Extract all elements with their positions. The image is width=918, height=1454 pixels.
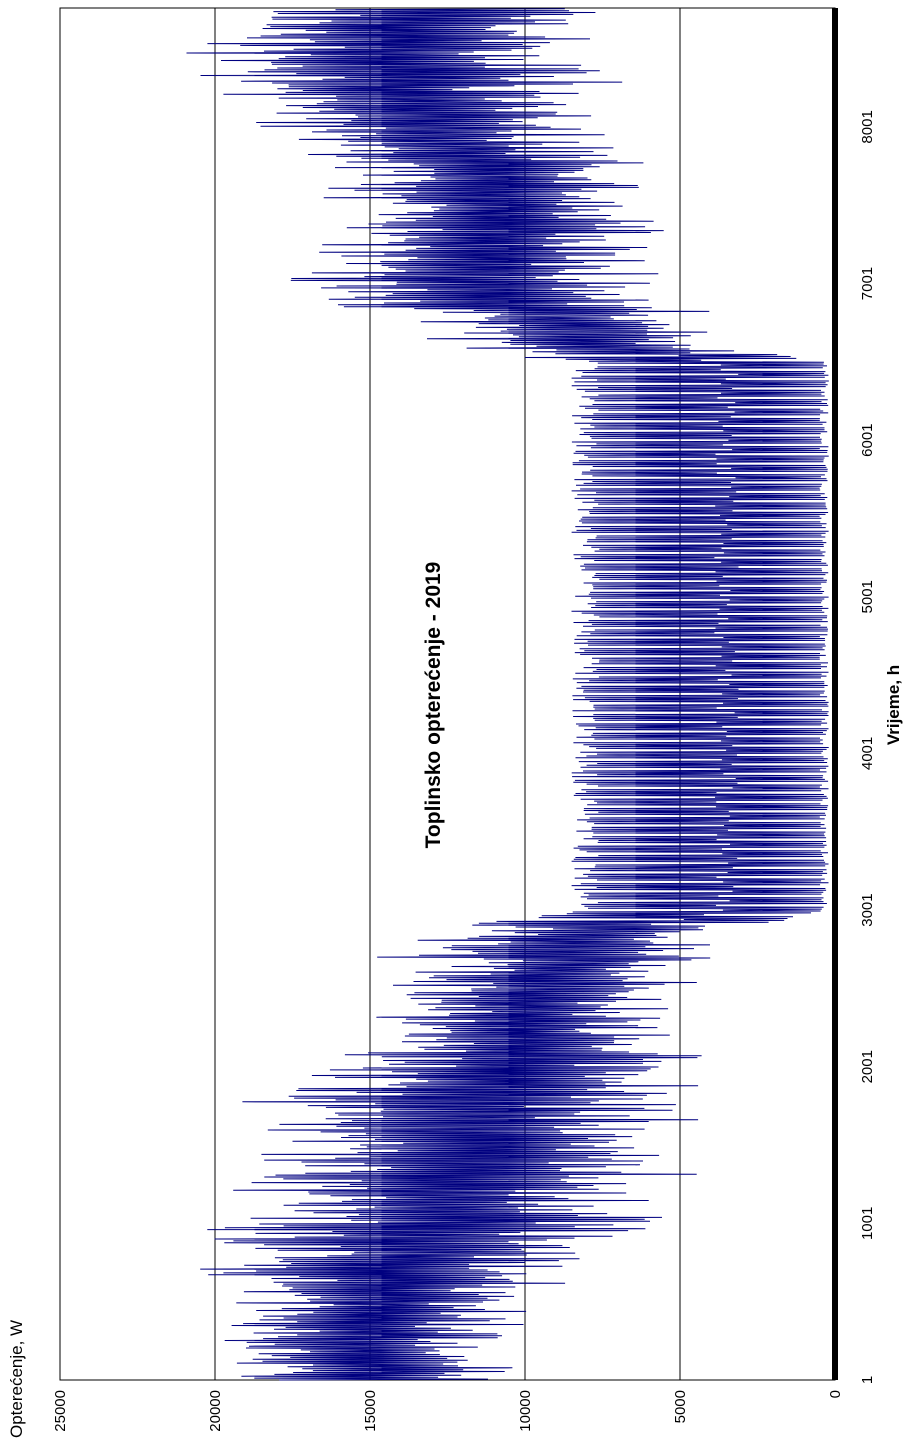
x-tick-label: 7001 — [859, 267, 876, 300]
y-tick-label: 10000 — [517, 1390, 534, 1432]
y-tick-label: 20000 — [207, 1390, 224, 1432]
y-tick-label: 0 — [827, 1390, 844, 1398]
y-tick-label: 25000 — [52, 1390, 69, 1432]
series-line — [186, 8, 829, 1381]
series-path — [186, 8, 829, 1381]
x-tick-label: 6001 — [859, 423, 876, 456]
y-tick-label: 5000 — [672, 1390, 689, 1423]
chart-title: Toplinsko opterećenje - 2019 — [422, 562, 445, 849]
y-tick-label: 15000 — [362, 1390, 379, 1432]
x-tick-label: 5001 — [859, 580, 876, 613]
x-tick-label: 8001 — [859, 110, 876, 143]
y-tick-labels: 0 5000 10000 15000 20000 25000 — [52, 1390, 844, 1432]
y-axis-title: Opterećenje, W — [7, 1320, 26, 1438]
x-tick-label: 2001 — [859, 1050, 876, 1083]
x-tick-label: 1001 — [859, 1207, 876, 1240]
x-tick-labels: 1 1001 2001 3001 4001 5001 6001 7001 8001 — [859, 110, 876, 1384]
x-tick-label: 3001 — [859, 893, 876, 926]
x-tick-label: 1 — [859, 1376, 876, 1384]
x-tick-label: 4001 — [859, 737, 876, 770]
x-axis-title: Vrijeme, h — [884, 665, 903, 745]
